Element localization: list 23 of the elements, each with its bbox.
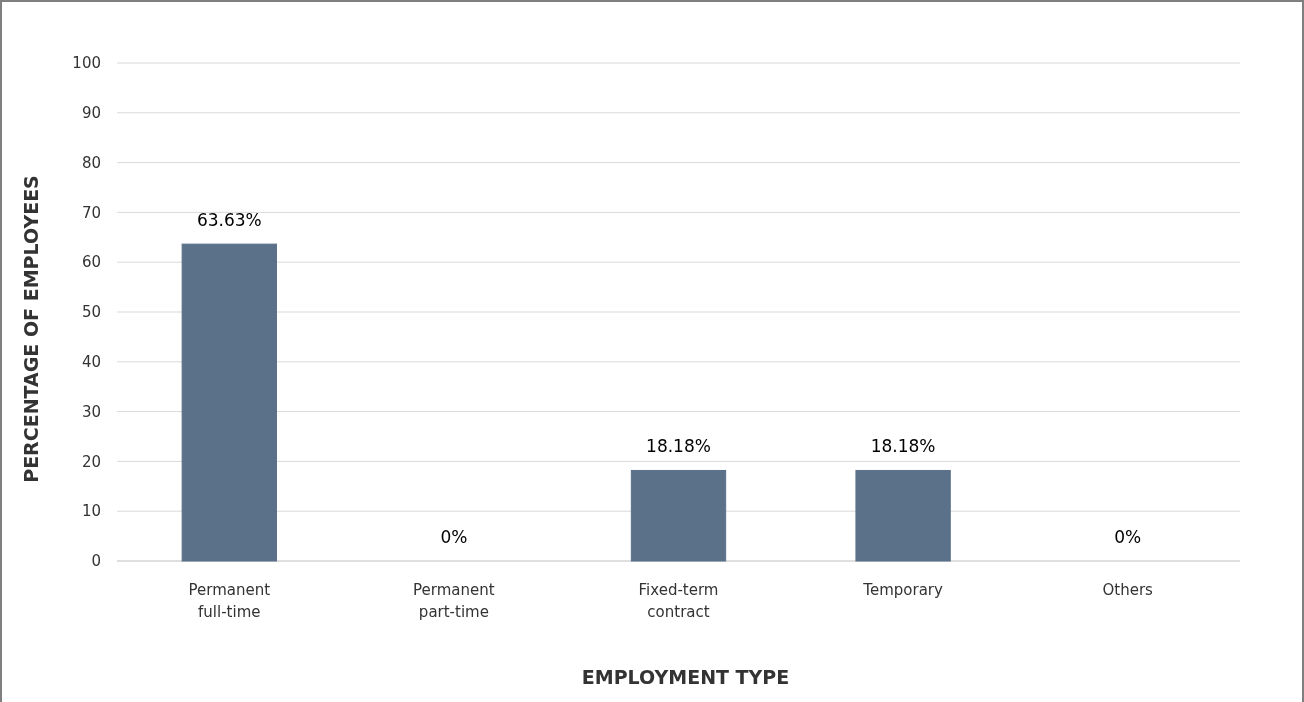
x-tick-label: Others xyxy=(1102,581,1154,599)
y-axis-title: PERCENTAGE OF EMPLOYEES xyxy=(20,175,42,483)
y-tick-label: 60 xyxy=(81,253,101,272)
y-tick-label: 30 xyxy=(81,402,101,421)
data-label: 63.63% xyxy=(196,210,262,231)
y-tick-label: 70 xyxy=(81,203,101,222)
x-tick-label: Temporary xyxy=(862,581,943,599)
y-tick-label: 50 xyxy=(81,303,101,322)
y-tick-label: 20 xyxy=(81,452,101,471)
y-tick-label: 40 xyxy=(81,353,101,372)
x-axis-title: EMPLOYMENT TYPE xyxy=(581,666,790,688)
x-tick-label: Permanent full-time xyxy=(188,581,271,621)
x-tick-label: Fixed-term contract xyxy=(638,581,719,621)
y-tick-label: 100 xyxy=(72,54,101,73)
y-tick-label: 90 xyxy=(81,104,101,123)
x-tick-label: Permanent part-time xyxy=(413,581,495,621)
y-tick-label: 10 xyxy=(81,502,101,521)
data-label: 0% xyxy=(440,527,468,547)
y-tick-label: 80 xyxy=(81,153,101,172)
data-label: 0% xyxy=(1114,527,1142,547)
data-label: 18.18% xyxy=(870,436,936,457)
y-tick-label: 0 xyxy=(91,552,101,571)
data-label: 18.18% xyxy=(646,436,711,457)
